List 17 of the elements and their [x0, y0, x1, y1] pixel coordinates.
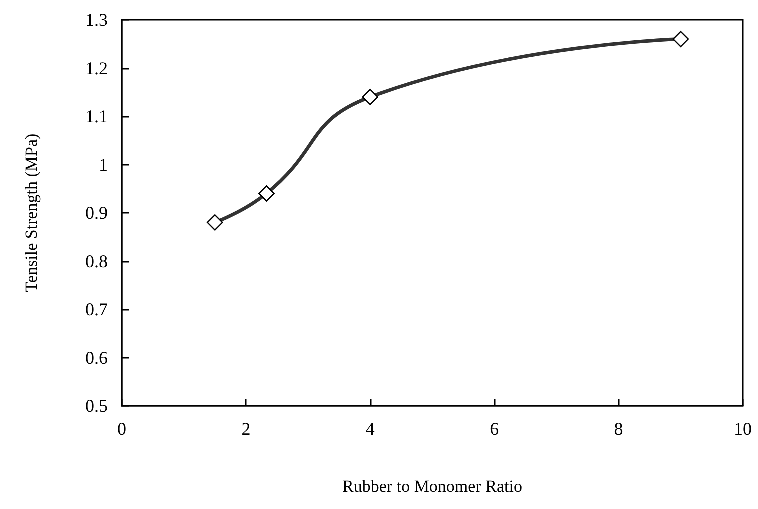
x-tick-label: 2 [242, 419, 251, 439]
y-tick-label: 1.1 [86, 106, 108, 126]
x-axis-title: Rubber to Monomer Ratio [342, 477, 522, 496]
y-tick-label: 0.7 [86, 300, 108, 320]
x-tick-label: 6 [490, 419, 500, 439]
x-tick-label: 10 [734, 419, 752, 439]
y-tick-label: 1.2 [86, 58, 108, 78]
y-tick-label: 0.9 [86, 203, 108, 223]
y-tick-label: 0.5 [86, 396, 108, 416]
y-tick-label: 0.6 [86, 348, 108, 368]
y-tick-label: 1 [99, 154, 108, 175]
y-tick-label: 0.8 [86, 251, 108, 272]
y-axis-title: Tensile Strength (MPa) [22, 134, 41, 292]
x-tick-label: 8 [614, 419, 624, 439]
x-tick-label: 4 [366, 419, 375, 439]
x-tick-label: 0 [118, 419, 126, 439]
y-tick-label: 1.3 [86, 10, 108, 30]
